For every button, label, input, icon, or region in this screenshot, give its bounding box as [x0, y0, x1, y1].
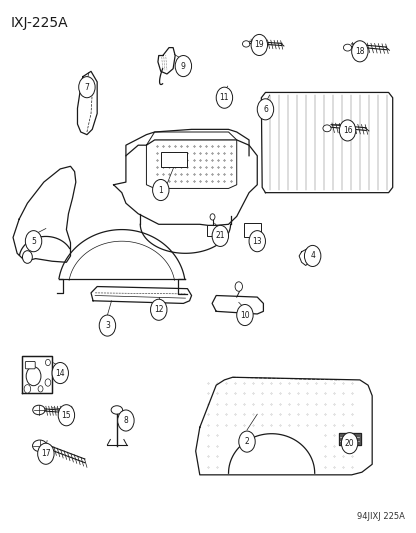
Circle shape [239, 431, 255, 452]
Text: 14: 14 [55, 368, 65, 377]
Circle shape [175, 55, 192, 77]
Ellipse shape [344, 44, 352, 51]
Text: 9: 9 [181, 62, 186, 70]
FancyBboxPatch shape [161, 151, 188, 167]
Circle shape [235, 282, 243, 292]
Text: 94JIXJ 225A: 94JIXJ 225A [357, 512, 405, 521]
Text: 11: 11 [220, 93, 229, 102]
Text: 18: 18 [355, 47, 364, 56]
Circle shape [58, 405, 74, 426]
Circle shape [45, 359, 50, 366]
Circle shape [339, 120, 356, 141]
Circle shape [342, 433, 358, 454]
Text: 1: 1 [158, 185, 163, 195]
Circle shape [212, 225, 228, 246]
FancyBboxPatch shape [25, 361, 35, 369]
Circle shape [216, 87, 233, 108]
Text: 4: 4 [310, 252, 315, 261]
Text: 8: 8 [124, 416, 128, 425]
Circle shape [118, 410, 134, 431]
Circle shape [210, 214, 215, 220]
Circle shape [151, 299, 167, 320]
Text: 12: 12 [154, 305, 163, 314]
Text: 10: 10 [240, 311, 250, 319]
Circle shape [45, 379, 51, 386]
Polygon shape [339, 433, 361, 445]
Circle shape [249, 231, 265, 252]
Ellipse shape [33, 405, 45, 415]
Circle shape [305, 245, 321, 266]
Text: 20: 20 [345, 439, 354, 448]
Text: 5: 5 [31, 237, 36, 246]
Ellipse shape [111, 406, 123, 414]
Circle shape [24, 385, 31, 393]
Circle shape [26, 367, 41, 386]
Text: 13: 13 [253, 237, 262, 246]
Circle shape [352, 41, 368, 62]
FancyBboxPatch shape [207, 225, 218, 237]
Text: IXJ-225A: IXJ-225A [11, 16, 69, 30]
Ellipse shape [243, 41, 250, 47]
Text: 16: 16 [343, 126, 352, 135]
Circle shape [237, 304, 253, 326]
Text: 21: 21 [215, 231, 225, 240]
Polygon shape [299, 248, 312, 265]
Circle shape [22, 251, 32, 263]
Circle shape [99, 315, 116, 336]
FancyBboxPatch shape [244, 223, 261, 237]
Text: 7: 7 [84, 83, 89, 92]
Text: 19: 19 [255, 41, 264, 50]
Polygon shape [22, 356, 52, 393]
Text: 2: 2 [245, 437, 249, 446]
Circle shape [79, 77, 95, 98]
Ellipse shape [32, 440, 47, 451]
Text: 6: 6 [263, 105, 268, 114]
Circle shape [38, 443, 54, 464]
Circle shape [25, 231, 42, 252]
Circle shape [257, 99, 274, 120]
Circle shape [52, 362, 69, 384]
Circle shape [251, 35, 267, 55]
Circle shape [153, 180, 169, 200]
Text: 15: 15 [62, 411, 71, 420]
Circle shape [38, 386, 43, 392]
Ellipse shape [323, 125, 331, 132]
Text: 17: 17 [41, 449, 51, 458]
Text: 3: 3 [105, 321, 110, 330]
